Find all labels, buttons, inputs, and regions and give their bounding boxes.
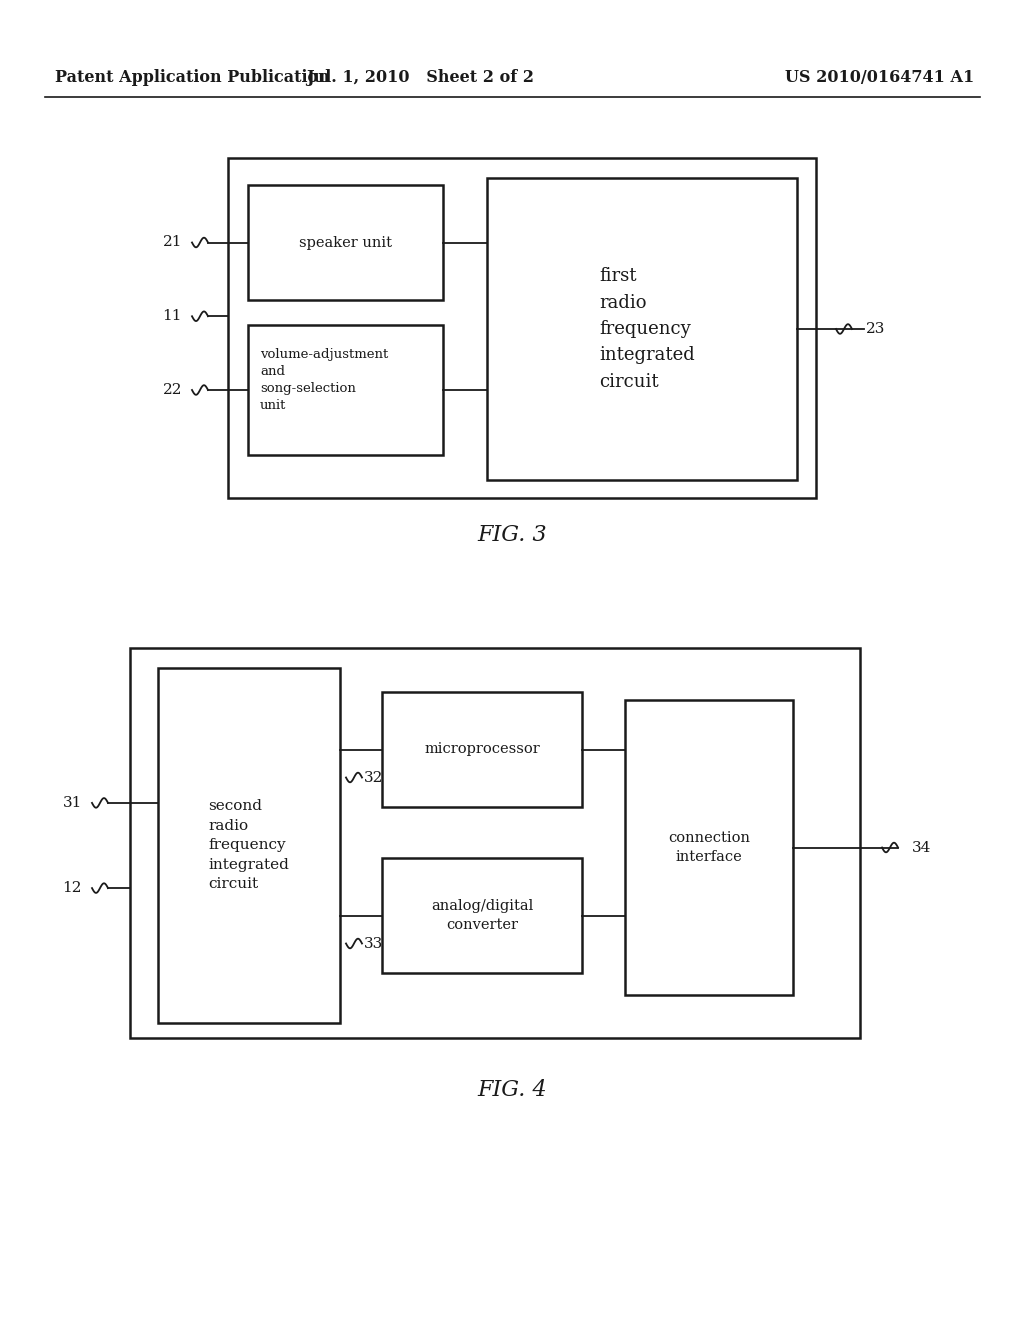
Bar [248, 185, 443, 300]
Text: 12: 12 [62, 882, 82, 895]
Text: speaker unit: speaker unit [299, 235, 392, 249]
Text: Patent Application Publication: Patent Application Publication [55, 70, 330, 87]
Text: FIG. 3: FIG. 3 [477, 524, 547, 546]
Text: 31: 31 [62, 796, 82, 810]
Bar [625, 700, 793, 995]
Bar [248, 325, 443, 455]
Bar [382, 692, 582, 807]
Text: 33: 33 [364, 936, 383, 950]
Bar [382, 858, 582, 973]
Text: 32: 32 [364, 771, 383, 784]
Text: 34: 34 [912, 841, 932, 854]
Text: analog/digital
converter: analog/digital converter [431, 899, 534, 932]
Bar [487, 178, 797, 480]
Text: 22: 22 [163, 383, 182, 397]
Text: 23: 23 [866, 322, 886, 337]
Text: first
radio
frequency
integrated
circuit: first radio frequency integrated circuit [599, 267, 695, 391]
Text: 11: 11 [163, 309, 182, 323]
Bar [158, 668, 340, 1023]
Text: second
radio
frequency
integrated
circuit: second radio frequency integrated circui… [209, 800, 290, 891]
Text: connection
interface: connection interface [668, 832, 750, 863]
Text: FIG. 4: FIG. 4 [477, 1078, 547, 1101]
Text: volume-adjustment
and
song-selection
unit: volume-adjustment and song-selection uni… [260, 348, 388, 412]
Text: microprocessor: microprocessor [424, 742, 540, 756]
Bar [228, 158, 816, 498]
Text: 21: 21 [163, 235, 182, 249]
Text: US 2010/0164741 A1: US 2010/0164741 A1 [785, 70, 975, 87]
Bar [130, 648, 860, 1038]
Text: Jul. 1, 2010   Sheet 2 of 2: Jul. 1, 2010 Sheet 2 of 2 [306, 70, 534, 87]
